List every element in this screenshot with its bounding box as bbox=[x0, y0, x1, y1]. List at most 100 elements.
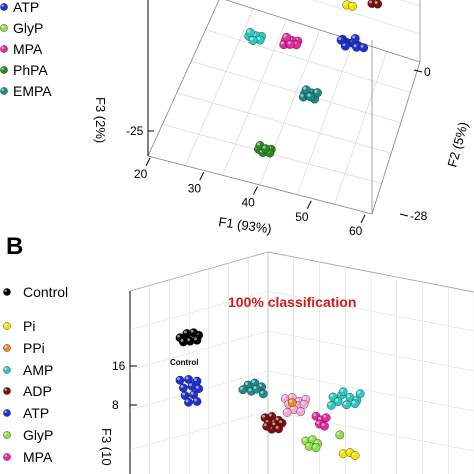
panel-a-wall-gridline bbox=[312, 0, 421, 35]
panel-a-f3-ticks: -25 bbox=[126, 124, 154, 138]
panel-a-f1-tick-label: 30 bbox=[188, 181, 202, 195]
panel-b-legend-label: PPi bbox=[23, 340, 45, 356]
panel-a-point bbox=[305, 92, 315, 102]
panel-b-legend-label: MPA bbox=[23, 449, 53, 465]
panel-b-point bbox=[335, 430, 345, 440]
panel-a-legend-entry: GlyP bbox=[0, 20, 43, 36]
panel-a-legend: ATP GlyP MPA PhPA EMPA bbox=[0, 0, 52, 99]
panel-b-point bbox=[326, 401, 336, 410]
panel-a-point bbox=[261, 144, 271, 154]
panel-b-point bbox=[342, 400, 351, 410]
panel-b-wall-gridline bbox=[129, 290, 269, 331]
panel-a-f1-tick bbox=[253, 186, 258, 195]
panel-b-point bbox=[257, 382, 266, 392]
panel-a-wall-gridline bbox=[400, 0, 421, 7]
panel-a-series bbox=[336, 34, 369, 53]
panel-b-box-edge bbox=[129, 251, 269, 292]
panel-b-point bbox=[179, 337, 188, 347]
panel-b-point bbox=[184, 397, 193, 407]
panel-b-legend-label: ADP bbox=[23, 383, 52, 399]
panel-b-series bbox=[175, 328, 204, 347]
panel-b-legend-marker bbox=[3, 387, 11, 395]
panel-a-box-edge bbox=[371, 61, 421, 215]
panel-b-point bbox=[189, 390, 198, 400]
panel-a-box-edge bbox=[224, 0, 421, 63]
panel-a-floor-gridline bbox=[205, 29, 411, 93]
panel-b-series bbox=[287, 398, 297, 407]
panel-b-wall-gridline bbox=[267, 330, 474, 372]
panel-b-series bbox=[338, 448, 360, 460]
panel-b-series bbox=[311, 411, 331, 431]
panel-b-legend-entry: ADP bbox=[3, 383, 52, 399]
panel-b-point bbox=[333, 397, 343, 406]
panel-b-wall-gridline bbox=[267, 290, 474, 332]
panel-a-floor-gridline bbox=[259, 29, 321, 186]
panel-a-series bbox=[244, 28, 266, 45]
panel-b-point bbox=[194, 384, 204, 394]
panel-b-point bbox=[299, 399, 309, 409]
panel-a-f1-tick bbox=[306, 200, 312, 209]
panel-b-point bbox=[350, 451, 360, 460]
panel-b-point bbox=[355, 389, 365, 399]
panel-a-ylabel: F2 (5%) bbox=[444, 120, 470, 169]
panel-b-point bbox=[189, 328, 198, 338]
panel-b-legend-marker bbox=[3, 409, 11, 417]
panel-a-legend-entry: MPA bbox=[0, 41, 43, 57]
panel-b-point bbox=[338, 387, 348, 397]
panel-a-point bbox=[359, 43, 369, 53]
panel-a-box-edge bbox=[147, 0, 220, 157]
panel-b-wall-gridline bbox=[267, 410, 474, 452]
panel-b-f3-tick-label: 16 bbox=[112, 359, 126, 373]
panel-a-xlabel: F1 (93%) bbox=[218, 214, 273, 236]
panel-b-f3-ticks: 16 8 bbox=[112, 359, 137, 412]
panel-a-series bbox=[254, 141, 276, 158]
panel-a-f2-tick bbox=[413, 69, 423, 73]
panel-b-point bbox=[296, 407, 306, 417]
panel-a-f1-tick-label: 40 bbox=[242, 196, 256, 210]
panel-b-legend-entry: AMP bbox=[3, 362, 53, 378]
panel-b-point bbox=[192, 376, 202, 386]
panel-a-series bbox=[279, 32, 303, 50]
panel-b-point bbox=[252, 384, 261, 394]
panel-a-point bbox=[347, 1, 357, 11]
panel-b-point bbox=[179, 383, 188, 393]
panel-b-series bbox=[260, 412, 287, 434]
panel-b-legend-entry: MPA bbox=[3, 449, 53, 465]
panel-b-point bbox=[185, 336, 195, 346]
panel-a-legend-entry: EMPA bbox=[0, 83, 52, 99]
panel-b-legend-entry: GlyP bbox=[3, 427, 53, 443]
panel-b-legend-entry: Control bbox=[3, 284, 68, 300]
panel-a-f1-tick bbox=[199, 172, 205, 181]
panel-a-f2-tick-label: -28 bbox=[410, 209, 428, 223]
panel-b-legend-label: ATP bbox=[23, 405, 49, 421]
panel-a-zlabel: F3 (2%) bbox=[93, 97, 108, 143]
panel-a-points bbox=[244, 0, 383, 158]
panel-b-3d-box bbox=[129, 251, 474, 474]
panel-a-legend-marker bbox=[0, 24, 8, 32]
panel-a-3d-box bbox=[147, 0, 421, 215]
panel-b-wall-gridline bbox=[129, 330, 269, 371]
panel-b-point bbox=[187, 381, 197, 391]
panel-a-legend-label: MPA bbox=[13, 41, 43, 57]
panel-b-point bbox=[192, 397, 202, 406]
panel-b-point bbox=[287, 398, 297, 407]
panel-b-legend-marker bbox=[3, 288, 11, 296]
panel-b-zlabel: F3 (10 bbox=[99, 428, 114, 466]
panel-a-f1-tick bbox=[145, 157, 151, 167]
panel-b-legend: Control Pi PPi AMP ADP ATP GlyP MPA bbox=[3, 284, 68, 465]
panel-a-point bbox=[286, 39, 296, 49]
panel-a-series bbox=[342, 0, 357, 11]
panel-b-legend-label: Pi bbox=[23, 318, 35, 334]
panel-b-series bbox=[326, 387, 365, 410]
panel-a-box-edge bbox=[147, 155, 373, 215]
panel-b-f3-tick-label: 8 bbox=[112, 398, 119, 412]
panel-a-legend-entry: ATP bbox=[0, 0, 39, 15]
panel-b-series bbox=[238, 378, 268, 399]
panel-a-f2-tick bbox=[399, 213, 409, 217]
panel-a-legend-label: ATP bbox=[13, 0, 39, 15]
panel-b-point bbox=[175, 375, 185, 385]
panel-b-legend-label: AMP bbox=[23, 362, 53, 378]
panel-a-f3-tick-label: -25 bbox=[126, 124, 144, 138]
panel-a-legend-marker bbox=[0, 45, 8, 53]
